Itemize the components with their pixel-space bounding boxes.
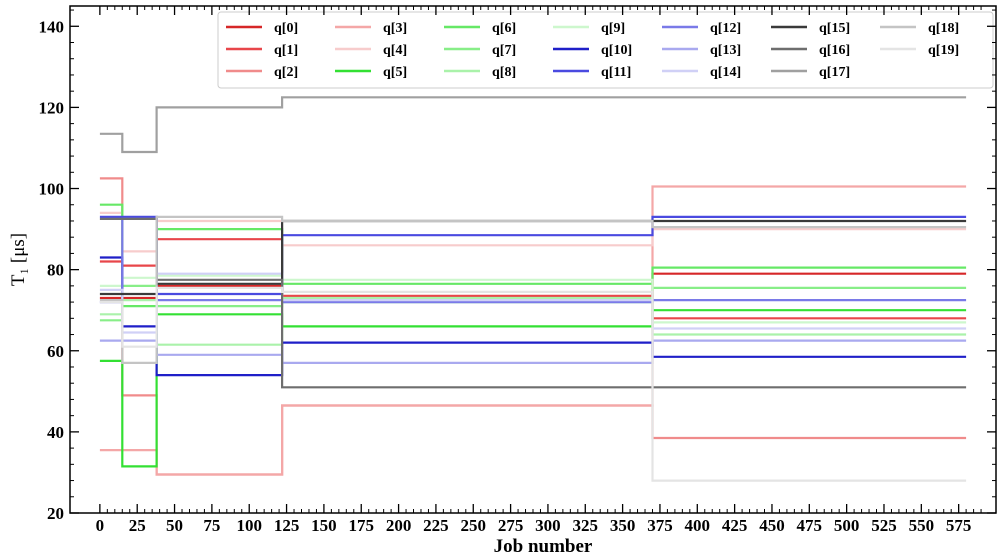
legend-label: q[16]	[819, 43, 850, 58]
y-tick-label: 40	[47, 423, 64, 442]
legend-label: q[9]	[601, 21, 625, 36]
series-lines	[99, 96, 967, 482]
y-axis-title: T₁ [μs]	[8, 233, 29, 286]
y-tick-label: 120	[39, 98, 65, 117]
series-line-q16	[99, 217, 967, 389]
x-tick-label: 125	[274, 516, 300, 535]
x-tick-label: 175	[348, 516, 374, 535]
legend-label: q[17]	[819, 65, 850, 80]
legend-label: q[6]	[492, 21, 516, 36]
x-tick-label: 450	[759, 516, 785, 535]
series-line-q4	[99, 211, 967, 253]
legend-label: q[19]	[928, 43, 959, 58]
legend-label: q[4]	[383, 43, 407, 58]
x-tick-label: 525	[871, 516, 897, 535]
x-tick-label: 400	[685, 516, 711, 535]
legend-label: q[5]	[383, 65, 407, 80]
y-tick-label: 100	[39, 180, 65, 199]
legend-label: q[2]	[274, 65, 298, 80]
series-line-q19	[99, 286, 967, 482]
x-tick-label: 200	[386, 516, 412, 535]
x-tick-label: 500	[834, 516, 860, 535]
legend-label: q[14]	[710, 65, 741, 80]
legend-label: q[7]	[492, 43, 516, 58]
y-axis-ticks: 20 40 60 80 100 120 140	[39, 9, 996, 523]
legend-label: q[1]	[274, 43, 298, 58]
legend-label: q[12]	[710, 21, 741, 36]
legend-label: q[10]	[601, 43, 632, 58]
x-tick-label: 50	[166, 516, 183, 535]
legend: q[0] q[1] q[2] q[3] q[4] q[5] q[6] q[7] q[8] q[9]…	[217, 11, 994, 89]
legend-label: q[11]	[601, 65, 631, 80]
x-tick-label: 375	[647, 516, 673, 535]
x-tick-label: 475	[797, 516, 823, 535]
x-axis-ticks: 0 25 50 75 100 125 150 175 200 225 250 275 300 325 350…	[96, 6, 982, 535]
legend-label: q[8]	[492, 65, 516, 80]
x-tick-label: 0	[96, 516, 105, 535]
legend-label: q[15]	[819, 21, 850, 36]
series-line-q17	[99, 96, 967, 154]
x-tick-label: 275	[498, 516, 524, 535]
legend-label: q[3]	[383, 21, 407, 36]
legend-label: q[18]	[928, 21, 959, 36]
x-tick-label: 300	[535, 516, 561, 535]
x-tick-label: 225	[423, 516, 449, 535]
x-tick-label: 425	[722, 516, 748, 535]
y-tick-label: 80	[47, 261, 64, 280]
legend-label: q[13]	[710, 43, 741, 58]
y-tick-label: 20	[47, 504, 64, 523]
x-tick-label: 75	[203, 516, 220, 535]
x-tick-label: 550	[909, 516, 935, 535]
x-tick-label: 25	[129, 516, 146, 535]
x-tick-label: 250	[461, 516, 487, 535]
y-tick-label: 60	[47, 342, 64, 361]
x-tick-label: 150	[311, 516, 337, 535]
x-axis-title: Job number	[494, 536, 593, 557]
legend-box	[217, 11, 994, 89]
x-tick-label: 350	[610, 516, 636, 535]
x-tick-label: 575	[946, 516, 972, 535]
y-tick-label: 140	[39, 17, 65, 36]
legend-label: q[0]	[274, 21, 298, 36]
x-tick-label: 325	[573, 516, 599, 535]
series-line-q12	[99, 217, 967, 304]
series-line-q3	[99, 185, 967, 476]
x-tick-label: 100	[236, 516, 262, 535]
